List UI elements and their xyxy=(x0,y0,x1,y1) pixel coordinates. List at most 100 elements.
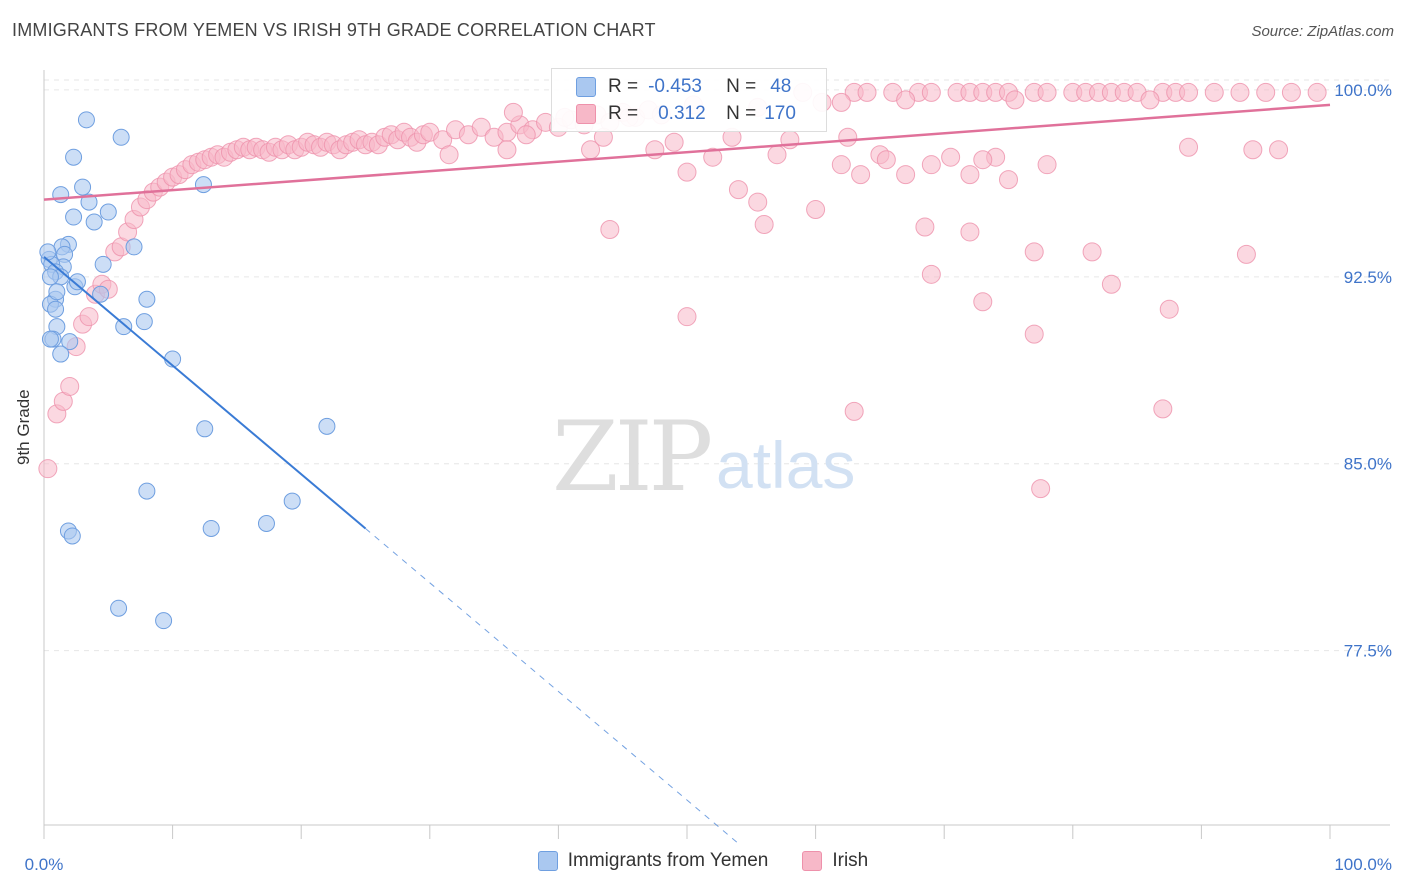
irish-point xyxy=(1159,299,1179,319)
irish-point xyxy=(600,219,620,239)
irish-point xyxy=(1037,82,1057,102)
yemen-point xyxy=(41,268,59,286)
yemen-point xyxy=(80,193,98,211)
irish-point xyxy=(703,147,723,167)
irish-point xyxy=(767,145,787,165)
irish-point xyxy=(38,459,58,479)
yemen-point xyxy=(52,345,70,363)
yemen-point xyxy=(61,333,79,351)
irish-point xyxy=(973,292,993,312)
watermark-zip: ZIP xyxy=(552,401,711,513)
yemen-trendline xyxy=(43,256,367,530)
yemen-point xyxy=(41,330,59,348)
irish-point xyxy=(497,140,517,160)
yemen-point xyxy=(318,417,336,435)
yemen-point xyxy=(115,318,133,336)
irish-point xyxy=(973,150,993,170)
yemen-point xyxy=(135,313,153,331)
irish-point xyxy=(1031,479,1051,499)
yemen-point xyxy=(77,111,95,129)
irish-point xyxy=(921,155,941,175)
watermark-atlas: atlas xyxy=(716,428,855,502)
legend-swatch-irish xyxy=(802,851,823,871)
irish-point xyxy=(439,145,459,165)
irish-point xyxy=(677,162,697,182)
yemen-trendline-extension xyxy=(365,528,739,844)
irish-point xyxy=(1140,90,1160,110)
irish-point xyxy=(503,102,523,122)
yemen-point xyxy=(257,514,275,532)
irish-point xyxy=(921,82,941,102)
irish-trendline xyxy=(43,103,1331,201)
irish-point xyxy=(896,165,916,185)
yemen-point xyxy=(138,482,156,500)
irish-point xyxy=(1082,242,1102,262)
yemen-point xyxy=(196,420,214,438)
legend-item-yemen[interactable]: Immigrants from Yemen xyxy=(537,850,769,872)
irish-point xyxy=(999,170,1018,190)
irish-point xyxy=(960,165,980,185)
y-axis-label: 9th Grade xyxy=(14,389,33,465)
yemen-point xyxy=(110,599,128,617)
irish-point xyxy=(921,264,941,284)
irish-point xyxy=(1024,242,1044,262)
irish-point xyxy=(728,180,748,200)
x-tick-label: 0.0% xyxy=(25,855,64,874)
yemen-point xyxy=(112,128,130,146)
irish-point xyxy=(677,307,697,327)
legend-swatch-yemen xyxy=(537,851,558,871)
n-label: N = xyxy=(726,103,757,124)
legend-label-yemen: Immigrants from Yemen xyxy=(567,850,769,871)
irish-point xyxy=(1179,82,1199,102)
irish-point xyxy=(754,214,774,234)
n-label: N = xyxy=(726,76,757,97)
yemen-point xyxy=(94,255,112,273)
y-tick-label: 85.0% xyxy=(1344,455,1392,474)
irish-point xyxy=(1101,274,1121,294)
yemen-point xyxy=(283,492,301,510)
irish-r-value: 0.312 xyxy=(658,103,706,124)
irish-swatch xyxy=(576,104,596,124)
r-label: R = xyxy=(608,103,639,124)
irish-point xyxy=(748,192,768,212)
irish-point xyxy=(838,127,858,147)
irish-point xyxy=(806,200,826,220)
source-note: Source: ZipAtlas.com xyxy=(1251,23,1394,40)
irish-n-value: 170 xyxy=(764,103,796,124)
irish-point xyxy=(1230,82,1250,102)
yemen-r-value: -0.453 xyxy=(648,76,702,97)
irish-point xyxy=(471,117,491,137)
yemen-n-value: 48 xyxy=(770,76,792,97)
legend-item-irish[interactable]: Irish xyxy=(802,850,868,872)
r-label: R = xyxy=(608,76,639,97)
yemen-point xyxy=(125,238,143,256)
yemen-point xyxy=(68,273,86,291)
yemen-point xyxy=(202,519,220,537)
yemen-point xyxy=(92,285,110,303)
bottom-legend: Immigrants from Yemen Irish xyxy=(0,850,1406,872)
yemen-point xyxy=(52,186,70,204)
y-tick-label: 77.5% xyxy=(1344,642,1392,661)
y-tick-label: 92.5% xyxy=(1344,268,1392,287)
irish-point xyxy=(1037,155,1057,175)
yemen-point xyxy=(74,178,92,196)
yemen-point xyxy=(138,290,156,308)
stats-row-yemen: R = -0.453 N = 48 xyxy=(576,73,791,101)
irish-point xyxy=(1005,90,1025,110)
yemen-point xyxy=(65,148,83,166)
irish-point xyxy=(1243,140,1263,160)
yemen-point xyxy=(47,300,65,318)
irish-point xyxy=(1269,140,1289,160)
irish-point xyxy=(915,217,935,237)
irish-point xyxy=(664,132,684,152)
irish-point xyxy=(960,222,980,242)
yemen-point xyxy=(39,243,57,261)
irish-point xyxy=(516,125,536,145)
irish-point xyxy=(1256,82,1276,102)
yemen-point xyxy=(155,612,173,630)
stats-legend-box: R = -0.453 N = 48 R = 0.312 N = 170 xyxy=(551,68,827,132)
irish-point xyxy=(851,165,871,185)
irish-point xyxy=(1307,82,1327,102)
yemen-point xyxy=(99,203,117,221)
